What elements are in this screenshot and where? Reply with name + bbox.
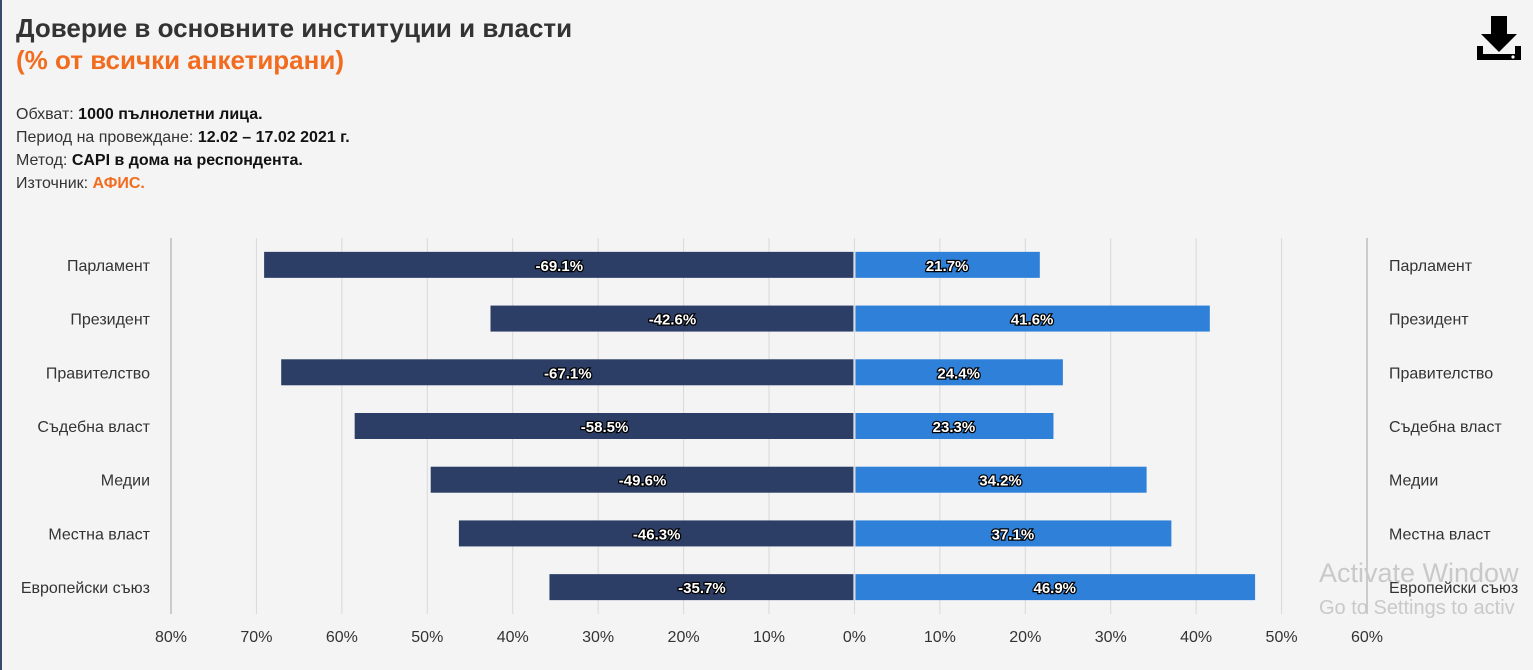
bar-trust <box>855 305 1210 332</box>
category-label-right: Правителство <box>1389 365 1493 382</box>
bar-distrust <box>281 359 854 386</box>
bar-trust <box>855 359 1063 386</box>
bar-label-distrust: -42.6% <box>649 312 697 329</box>
meta-method-value: CAPI в дома на респондента. <box>71 152 303 169</box>
page-left-border <box>0 0 2 670</box>
x-tick-label: 30% <box>1095 629 1127 646</box>
x-tick-label: 40% <box>1180 629 1212 646</box>
x-tick-label: 10% <box>753 629 785 646</box>
bar-label-distrust: -58.5% <box>581 419 629 436</box>
bar-label-trust: 24.4% <box>937 365 980 382</box>
bar-label-trust: 21.7% <box>926 258 969 275</box>
category-label-right: Съдебна власт <box>1389 419 1502 436</box>
x-tick-label: 10% <box>924 629 956 646</box>
meta-source-label: Източник: <box>16 175 89 192</box>
chart-title: Доверие в основните институции и власти <box>16 13 573 43</box>
bar-label-trust: 23.3% <box>933 419 976 436</box>
category-label-right: Местна власт <box>1389 526 1491 543</box>
download-button[interactable] <box>1475 14 1523 62</box>
category-label-left: Правителство <box>46 365 150 382</box>
meta-source-value: АФИС. <box>92 175 145 192</box>
category-label-left: Парламент <box>67 258 151 275</box>
meta-scope-label: Обхват: <box>16 106 74 123</box>
bar-distrust <box>354 413 854 439</box>
category-label-left: Съдебна власт <box>37 419 150 436</box>
meta-scope-value: 1000 пълнолетни лица. <box>78 106 263 123</box>
x-tick-label: 0% <box>843 629 866 646</box>
category-label-left: Европейски съюз <box>21 580 150 597</box>
x-tick-label: 50% <box>411 629 443 646</box>
bar-distrust <box>264 251 854 278</box>
download-icon <box>1477 16 1521 60</box>
bar-label-trust: 34.2% <box>979 473 1022 490</box>
category-label-left: Президент <box>70 312 150 329</box>
bar-trust <box>855 574 1256 601</box>
bar-trust <box>855 251 1040 278</box>
category-label-left: Медии <box>101 473 150 490</box>
x-tick-label: 50% <box>1266 629 1298 646</box>
category-label-right: Европейски съюз <box>1389 580 1518 597</box>
meta-method: Метод: CAPI в дома на респондента. <box>16 149 350 172</box>
bar-distrust <box>430 466 854 493</box>
bar-label-distrust: -35.7% <box>678 580 726 597</box>
x-tick-label: 40% <box>497 629 529 646</box>
survey-meta: Обхват: 1000 пълнолетни лица. Период на … <box>16 103 350 195</box>
bar-trust <box>855 466 1147 493</box>
meta-scope: Обхват: 1000 пълнолетни лица. <box>16 103 350 126</box>
x-tick-label: 20% <box>1009 629 1041 646</box>
category-label-right: Парламент <box>1389 258 1473 275</box>
meta-method-label: Метод: <box>16 152 68 169</box>
category-label-right: Президент <box>1389 312 1469 329</box>
chart-subtitle: (% от всички анкетирани) <box>16 45 344 75</box>
category-label-left: Местна власт <box>48 526 150 543</box>
bar-label-distrust: -69.1% <box>536 258 584 275</box>
meta-period: Период на провеждане: 12.02 – 17.02 2021… <box>16 126 350 149</box>
x-tick-label: 70% <box>240 629 272 646</box>
meta-source: Източник: АФИС. <box>16 172 350 195</box>
bar-distrust <box>458 520 854 547</box>
x-tick-label: 60% <box>1351 629 1383 646</box>
x-tick-label: 80% <box>155 629 187 646</box>
bar-label-distrust: -67.1% <box>544 365 592 382</box>
bar-trust <box>855 520 1172 547</box>
bar-distrust <box>490 305 854 332</box>
bar-label-distrust: -49.6% <box>619 473 667 490</box>
meta-period-label: Период на провеждане: <box>16 129 194 146</box>
x-tick-label: 20% <box>668 629 700 646</box>
watermark-line1: Activate Window <box>1319 558 1519 588</box>
bar-distrust <box>549 574 854 601</box>
bar-label-trust: 41.6% <box>1011 312 1054 329</box>
bar-label-trust: 46.9% <box>1033 580 1076 597</box>
bar-trust <box>855 413 1054 439</box>
watermark-line2: Go to Settings to activ <box>1319 597 1515 619</box>
meta-period-value: 12.02 – 17.02 2021 г. <box>197 129 350 146</box>
bar-label-trust: 37.1% <box>992 526 1035 543</box>
x-tick-label: 60% <box>326 629 358 646</box>
x-tick-label: 30% <box>582 629 614 646</box>
category-label-right: Медии <box>1389 473 1438 490</box>
bar-label-distrust: -46.3% <box>633 526 681 543</box>
